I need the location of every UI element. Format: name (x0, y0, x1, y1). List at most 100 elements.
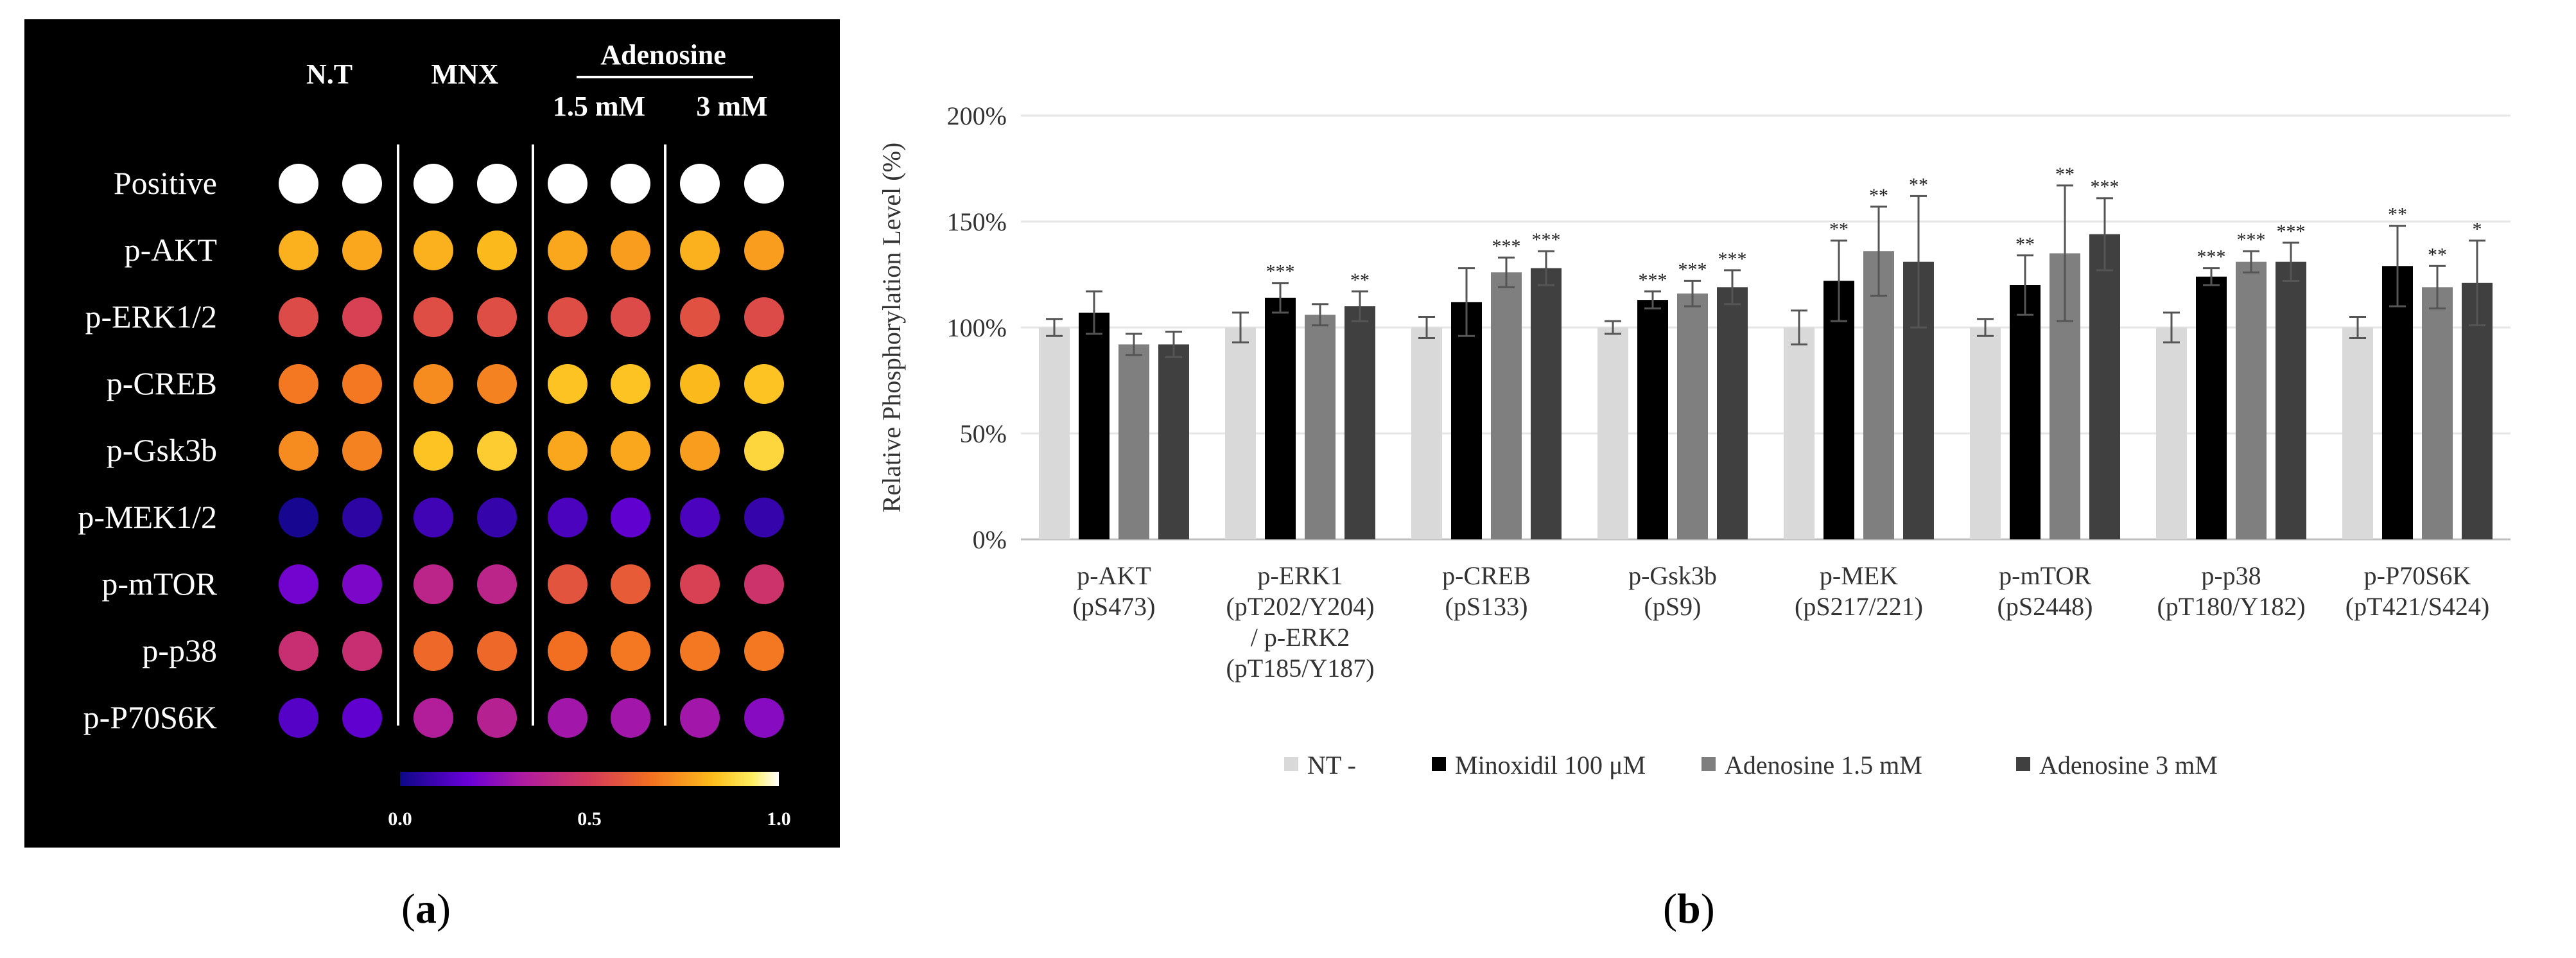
heatmap-dot (680, 631, 720, 671)
legend-swatch (1432, 757, 1446, 771)
heatmap-dot (744, 698, 784, 738)
bar (2276, 261, 2306, 539)
row-label-6: p-mTOR (101, 566, 217, 602)
heatmap-dot (548, 498, 587, 537)
colorbar-max-label: 1.0 (767, 808, 791, 830)
y-tick-label: 150% (947, 207, 1007, 236)
bar (1637, 300, 1668, 539)
significance-label: ** (1869, 185, 1888, 206)
heatmap-dot (744, 431, 784, 471)
heatmap-dot (611, 431, 650, 471)
heatmap-dot (680, 231, 720, 270)
heatmap-dot (413, 364, 453, 404)
bar (2236, 261, 2267, 539)
category-label: p-CREB (1442, 561, 1531, 590)
caption-a: (a) (401, 885, 451, 932)
heatmap-dot (413, 231, 453, 270)
heatmap-dot (548, 698, 587, 738)
legend-label: Adenosine 1.5 mM (1725, 751, 1922, 779)
significance-label: *** (2091, 177, 2119, 198)
heatmap-dot (413, 631, 453, 671)
heatmap-dot (548, 564, 587, 604)
heatmap-dot (680, 297, 720, 337)
category-label: (pT421/S424) (2345, 592, 2489, 621)
significance-label: *** (2197, 247, 2226, 268)
caption-b: (b) (1663, 885, 1715, 932)
row-label-1: p-AKT (125, 232, 217, 268)
bar (1305, 315, 1336, 539)
heatmap-dot (477, 498, 517, 537)
heatmap-dot (477, 297, 517, 337)
heatmap-dot (680, 364, 720, 404)
row-label-2: p-ERK1/2 (85, 299, 217, 335)
bar (1345, 306, 1375, 539)
sub-header-3mm: 3 mM (696, 91, 767, 122)
heatmap-dot (744, 231, 784, 270)
heatmap-dot (342, 431, 382, 471)
bar (1823, 281, 1854, 539)
significance-label: ** (1909, 174, 1928, 195)
heatmap-dot (477, 164, 517, 204)
heatmap-dot (342, 297, 382, 337)
category-label: (pS133) (1445, 592, 1528, 621)
significance-label: *** (1678, 259, 1707, 280)
heatmap-dot (744, 564, 784, 604)
heatmap-dot (744, 164, 784, 204)
heatmap-dot (611, 164, 650, 204)
heatmap-dot (413, 564, 453, 604)
bar (1079, 312, 1110, 539)
significance-label: ** (1829, 219, 1849, 240)
significance-label: ** (1350, 270, 1370, 291)
legend-swatch (1284, 757, 1298, 771)
heatmap-dot (413, 698, 453, 738)
significance-label: *** (2277, 221, 2306, 242)
category-label: (pT180/Y182) (2157, 592, 2305, 621)
bar (2089, 234, 2120, 539)
heatmap-dot (279, 431, 318, 471)
bar (1451, 302, 1482, 539)
heatmap-dot (744, 498, 784, 537)
caption-a-letter: a (415, 885, 437, 932)
bar (1411, 327, 1442, 539)
heatmap-dot (611, 297, 650, 337)
bar-chart-panel: 0% 50% 100% 150% 200% Relative Phosphorylatio… (867, 64, 2568, 886)
group-header-nt: N.T (306, 58, 352, 90)
row-label-4: p-Gsk3b (107, 432, 217, 468)
bar (2382, 266, 2413, 539)
bar (1158, 344, 1189, 539)
colorbar-min-label: 0.0 (388, 808, 412, 830)
sub-header-1-5mm: 1.5 mM (553, 91, 645, 122)
group-header-mnx: MNX (431, 58, 498, 90)
heatmap-dot (477, 631, 517, 671)
category-label: (pS473) (1073, 592, 1156, 621)
bar (1717, 287, 1748, 539)
category-label: p-p38 (2201, 561, 2261, 590)
significance-label: *** (1492, 236, 1521, 257)
significance-label: *** (2237, 229, 2266, 250)
heatmap-dot (548, 297, 587, 337)
heatmap-dot (548, 164, 587, 204)
row-label-5: p-MEK1/2 (78, 499, 217, 535)
bar (2342, 327, 2373, 539)
heatmap-dot (611, 564, 650, 604)
heatmap-dot (342, 631, 382, 671)
heatmap-dot (279, 297, 318, 337)
significance-label: ** (2428, 244, 2447, 265)
heatmap-dot (477, 364, 517, 404)
category-label: / p-ERK2 (1251, 623, 1350, 652)
heatmap-dot (680, 564, 720, 604)
heatmap-dot (279, 498, 318, 537)
bar (1970, 327, 2001, 539)
heatmap-dot (548, 231, 587, 270)
significance-label: *** (1266, 261, 1295, 283)
heatmap-dot (342, 698, 382, 738)
y-tick-label: 50% (960, 419, 1007, 448)
row-label-0: Positive (114, 165, 217, 201)
heatmap-dot (413, 164, 453, 204)
heatmap-dot (477, 231, 517, 270)
bar (1265, 297, 1296, 539)
heatmap-dot (413, 297, 453, 337)
heatmap-dot (279, 364, 318, 404)
bar-chart-svg: 0% 50% 100% 150% 200% Relative Phosphorylatio… (877, 101, 2511, 779)
bar (2156, 327, 2187, 539)
